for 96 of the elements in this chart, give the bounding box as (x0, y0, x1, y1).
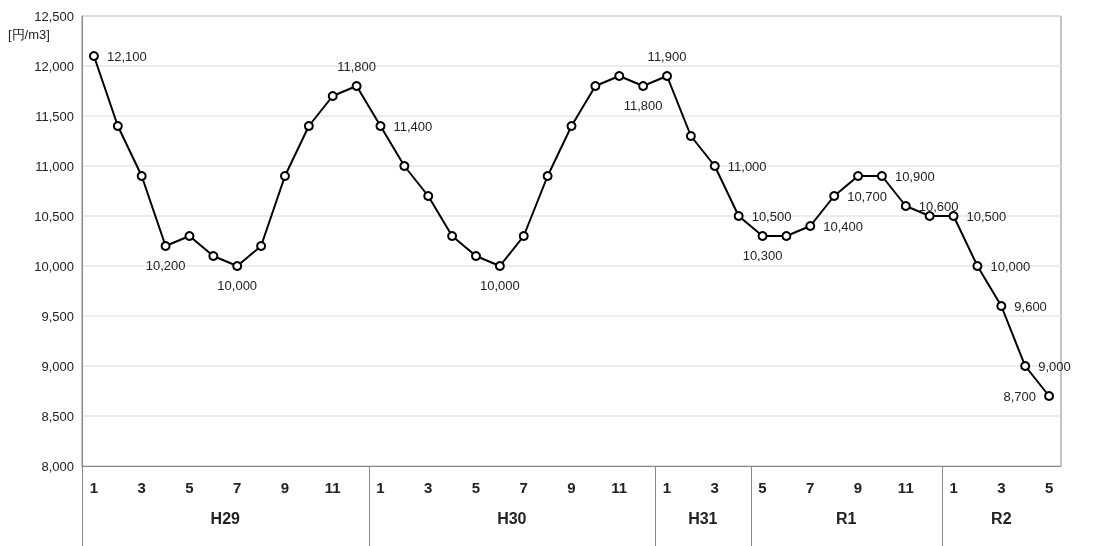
point (399, 161, 410, 171)
point (279, 171, 290, 181)
y-tick-label: 12,000 (34, 58, 74, 74)
y-tick-label: 10,000 (34, 258, 74, 274)
x-tick-label: 1 (376, 479, 385, 496)
data-label: 10,000 (990, 258, 1031, 274)
data-label: 10,000 (479, 278, 520, 293)
x-tick-label: 9 (567, 479, 576, 496)
x-tick-label: 9 (280, 479, 290, 496)
x-tick-label: 5 (471, 479, 481, 496)
data-label: 10,600 (918, 198, 959, 214)
x-tick-label: 9 (853, 479, 863, 496)
x-tick-label: 11 (897, 479, 914, 496)
data-label: 10,500 (751, 208, 792, 224)
data-label: 10,200 (145, 258, 186, 273)
data-label: 11,800 (623, 98, 663, 113)
y-tick-label: 9,500 (41, 308, 74, 324)
data-label: 10,000 (217, 278, 258, 293)
y-tick-label: 9,000 (41, 358, 74, 374)
point (447, 231, 458, 241)
point (996, 301, 1007, 311)
point (208, 251, 219, 261)
point (88, 51, 99, 61)
point (1020, 361, 1031, 371)
point (1044, 391, 1055, 401)
point (112, 121, 123, 131)
point (853, 171, 864, 181)
data-label: 11,400 (393, 118, 433, 134)
point (136, 171, 147, 181)
y-tick-label: 8,000 (41, 458, 74, 474)
point (327, 91, 338, 101)
x-tick-label: 5 (758, 479, 767, 496)
data-label: 10,900 (894, 168, 935, 184)
data-label: 9,600 (1014, 298, 1047, 314)
point (590, 81, 601, 91)
data-label: 10,700 (847, 188, 887, 204)
y-tick-label: 12,500 (34, 8, 74, 24)
point (614, 71, 625, 81)
point (494, 261, 505, 271)
point (900, 201, 911, 211)
x-tick-label: 7 (519, 479, 528, 496)
x-tick-label: 3 (424, 479, 433, 496)
y-tick-label: 11,000 (35, 158, 74, 174)
point (685, 131, 696, 141)
point (375, 121, 386, 131)
point (829, 191, 840, 201)
text: H31 (688, 509, 718, 527)
point (160, 241, 171, 251)
data-label: 12,100 (106, 48, 147, 64)
data-label: 11,800 (337, 59, 376, 74)
x-tick-label: 7 (233, 479, 242, 496)
point (518, 231, 529, 241)
point (805, 221, 816, 231)
x-tick-label: 5 (1044, 479, 1054, 496)
x-tick-label: 1 (89, 479, 99, 496)
x-tick-label: 3 (997, 479, 1006, 496)
point (351, 81, 362, 91)
point (184, 231, 195, 241)
point (733, 211, 744, 221)
x-tick-label: 11 (324, 479, 341, 496)
x-tick-label: 1 (662, 479, 672, 496)
y-tick-label: 8,500 (41, 408, 74, 424)
data-label: 9,000 (1038, 358, 1071, 374)
point (542, 171, 553, 181)
x-tick-label: 3 (710, 479, 719, 496)
data-label: 10,500 (966, 208, 1007, 224)
text: H29 (210, 509, 241, 527)
y-tick-label: 11,500 (35, 108, 74, 124)
point (566, 121, 577, 131)
x-tick-label: 11 (611, 479, 628, 496)
point (303, 121, 314, 131)
text: R1 (835, 509, 857, 527)
point (256, 241, 267, 251)
data-label: 10,300 (742, 248, 783, 263)
text: H30 (497, 509, 527, 527)
point (471, 251, 481, 261)
point (423, 191, 434, 201)
point (662, 71, 673, 81)
point (638, 81, 649, 91)
point (876, 171, 887, 181)
x-tick-label: 1 (949, 479, 958, 496)
data-label: 11,000 (727, 158, 767, 174)
text: R2 (991, 509, 1012, 527)
x-tick-label: 3 (137, 479, 146, 496)
x-tick-label: 7 (806, 479, 815, 496)
point (972, 261, 983, 271)
point (232, 261, 243, 271)
point (781, 231, 792, 241)
data-label: 11,900 (647, 49, 687, 64)
point (757, 231, 768, 241)
y-axis-title: [円/m3] (8, 26, 50, 42)
data-label: 8,700 (1003, 388, 1037, 404)
point (709, 161, 720, 171)
data-label: 10,400 (823, 218, 864, 234)
x-tick-label: 5 (185, 479, 194, 496)
y-tick-label: 10,500 (34, 208, 74, 224)
